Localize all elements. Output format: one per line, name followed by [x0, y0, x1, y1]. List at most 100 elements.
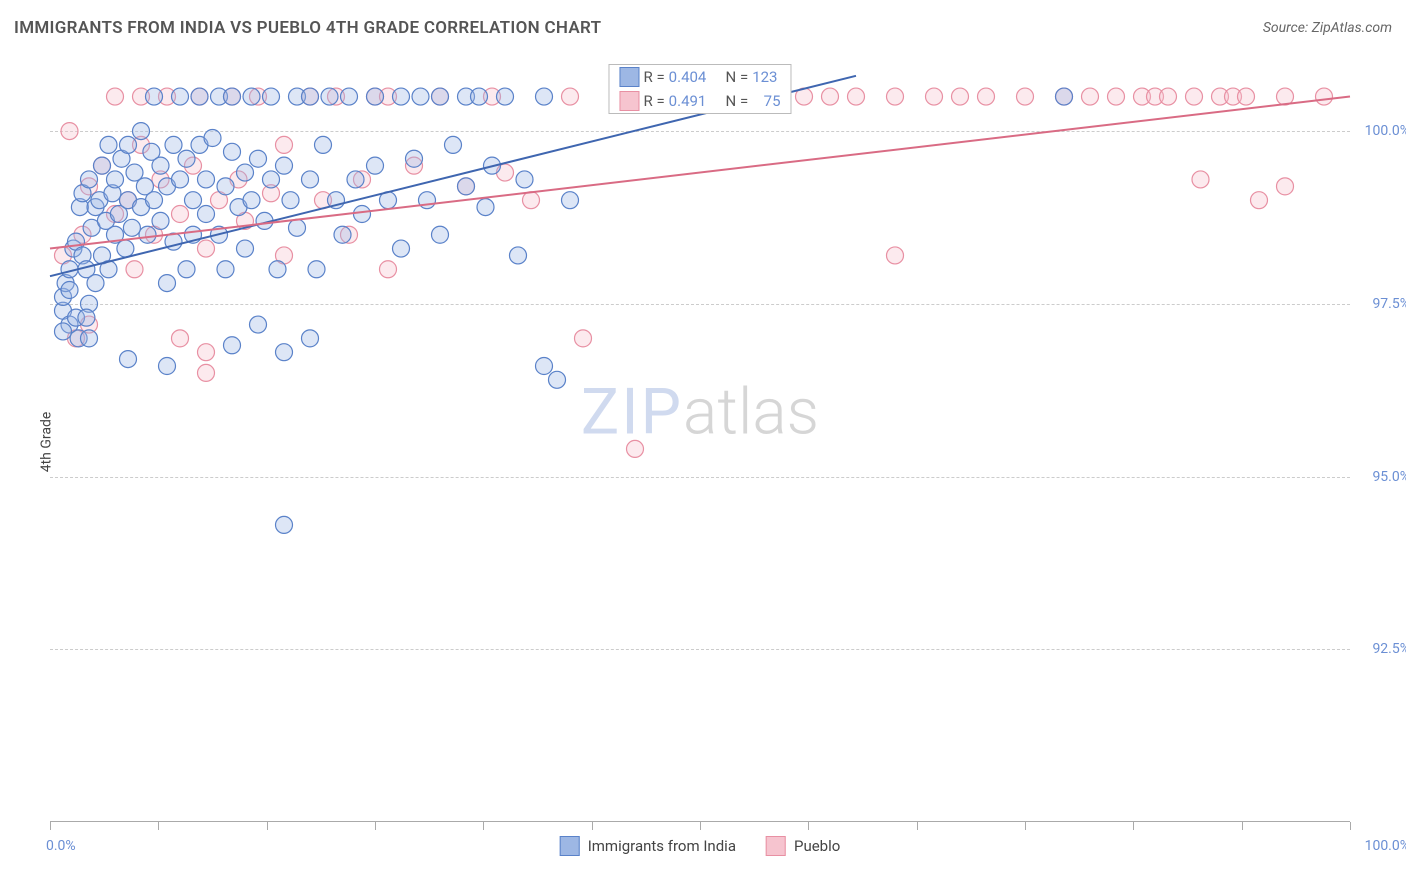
data-point-india — [458, 178, 475, 195]
data-point-india — [432, 88, 449, 105]
y-tick-label: 95.0% — [1355, 469, 1406, 485]
data-point-pueblo — [198, 344, 215, 361]
legend-swatch-pueblo — [766, 836, 786, 856]
data-point-india — [347, 171, 364, 188]
data-point-pueblo — [107, 88, 124, 105]
data-point-india — [334, 226, 351, 243]
data-point-india — [204, 130, 221, 147]
x-tick — [1025, 822, 1026, 830]
data-point-pueblo — [627, 440, 644, 457]
data-point-india — [477, 199, 494, 216]
x-max-label: 100.0% — [1365, 838, 1406, 854]
x-tick — [1133, 822, 1134, 830]
data-point-india — [302, 330, 319, 347]
data-point-india — [549, 371, 566, 388]
data-point-india — [198, 206, 215, 223]
data-point-pueblo — [978, 88, 995, 105]
data-point-india — [536, 88, 553, 105]
data-point-india — [217, 178, 234, 195]
data-point-india — [224, 143, 241, 160]
data-point-india — [107, 171, 124, 188]
x-tick — [483, 822, 484, 830]
data-point-india — [55, 323, 72, 340]
x-tick — [267, 822, 268, 830]
data-point-india — [178, 150, 195, 167]
legend-item-india: Immigrants from India — [560, 836, 736, 856]
data-point-india — [282, 192, 299, 209]
data-point-india — [165, 136, 182, 153]
data-point-india — [445, 136, 462, 153]
data-point-pueblo — [848, 88, 865, 105]
data-point-india — [178, 261, 195, 278]
data-point-pueblo — [380, 261, 397, 278]
stat-r-india: 0.404 — [669, 68, 707, 86]
y-tick-label: 97.5% — [1355, 296, 1406, 312]
data-point-india — [1056, 88, 1073, 105]
data-point-india — [120, 136, 137, 153]
data-point-india — [289, 219, 306, 236]
data-point-india — [562, 192, 579, 209]
data-point-pueblo — [1251, 192, 1268, 209]
data-point-pueblo — [952, 88, 969, 105]
chart-title: IMMIGRANTS FROM INDIA VS PUEBLO 4TH GRAD… — [14, 18, 601, 38]
source-label: Source: ZipAtlas.com — [1263, 20, 1392, 36]
data-point-india — [224, 337, 241, 354]
data-point-india — [406, 150, 423, 167]
stat-r-label: R = — [643, 68, 664, 86]
data-point-india — [146, 192, 163, 209]
x-tick — [158, 822, 159, 830]
data-point-pueblo — [276, 136, 293, 153]
data-point-india — [341, 88, 358, 105]
data-point-india — [237, 164, 254, 181]
stat-r-label2: R = — [643, 92, 664, 110]
data-point-india — [81, 330, 98, 347]
stat-n-label2 — [710, 92, 721, 110]
data-point-india — [250, 150, 267, 167]
y-tick-label: 92.5% — [1355, 641, 1406, 657]
stat-n-india: 123 — [752, 68, 777, 86]
legend-label-pueblo: Pueblo — [794, 837, 840, 855]
data-point-india — [276, 157, 293, 174]
legend-stats-row-pueblo: R = 0.491 N = 75 — [609, 89, 790, 113]
data-point-india — [412, 88, 429, 105]
swatch-india — [619, 67, 639, 87]
data-point-india — [172, 171, 189, 188]
data-point-india — [302, 88, 319, 105]
data-point-india — [536, 358, 553, 375]
legend-label-india: Immigrants from India — [588, 837, 736, 855]
data-point-india — [185, 192, 202, 209]
x-tick — [375, 822, 376, 830]
data-point-india — [393, 240, 410, 257]
data-point-india — [354, 206, 371, 223]
x-tick — [808, 822, 809, 830]
data-point-pueblo — [1316, 88, 1333, 105]
data-point-pueblo — [61, 123, 78, 140]
data-point-pueblo — [1017, 88, 1034, 105]
data-point-pueblo — [822, 88, 839, 105]
bottom-legend: Immigrants from India Pueblo — [560, 836, 841, 856]
data-point-india — [497, 88, 514, 105]
data-point-pueblo — [1186, 88, 1203, 105]
legend-stats-box: R = 0.404 N = 123 R = 0.491 N = 75 — [608, 64, 791, 114]
data-point-pueblo — [1238, 88, 1255, 105]
data-point-india — [263, 171, 280, 188]
data-point-india — [94, 157, 111, 174]
data-point-india — [432, 226, 449, 243]
data-point-pueblo — [887, 247, 904, 264]
data-point-india — [516, 171, 533, 188]
data-point-pueblo — [172, 206, 189, 223]
data-point-india — [321, 88, 338, 105]
data-point-india — [217, 261, 234, 278]
data-point-india — [152, 157, 169, 174]
data-point-india — [302, 171, 319, 188]
data-point-india — [263, 88, 280, 105]
y-tick-label: 100.0% — [1355, 123, 1406, 139]
data-point-india — [191, 88, 208, 105]
data-point-pueblo — [575, 330, 592, 347]
data-point-india — [276, 344, 293, 361]
data-point-india — [172, 88, 189, 105]
stat-r-pueblo: 0.491 — [669, 92, 707, 110]
stat-n-label — [710, 68, 721, 86]
data-point-india — [224, 88, 241, 105]
data-point-india — [139, 226, 156, 243]
